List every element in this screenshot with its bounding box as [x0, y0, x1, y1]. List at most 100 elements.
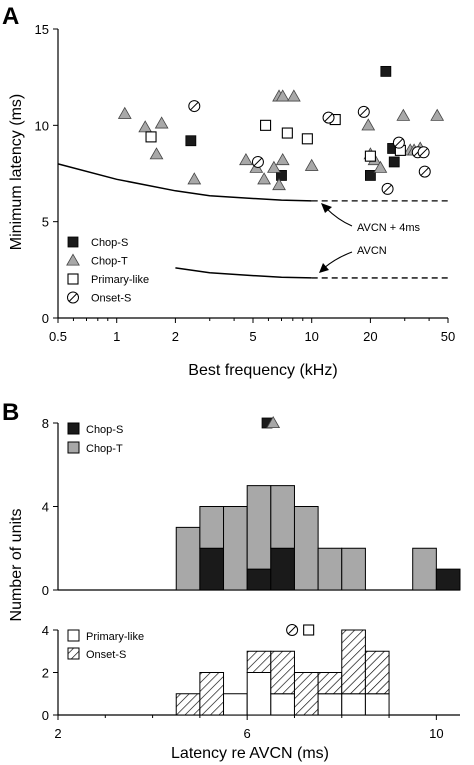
y-tick-label: 0 [42, 583, 49, 598]
data-point-chop-t [275, 153, 290, 166]
histogram-bar-onset-s [293, 672, 319, 716]
x-tick-label: 20 [363, 329, 377, 344]
data-point-primary-like [145, 131, 157, 143]
data-point-onset-s [357, 105, 370, 118]
data-point-onset-s [418, 165, 431, 178]
legend-label: Chop-S [86, 424, 123, 436]
histogram-bar-chop-t [341, 547, 366, 591]
data-point-onset-s-slash [420, 167, 429, 176]
histogram-bar-primary-like [317, 693, 343, 716]
panel-label-a: A [2, 3, 19, 30]
data-point-chop-t [275, 89, 290, 102]
annotation-arrow [323, 251, 353, 269]
legend-marker [67, 236, 79, 248]
histogram-bar-chop-t [246, 485, 272, 570]
mean-marker-primary-like [303, 624, 315, 636]
data-point-chop-s [365, 170, 376, 181]
data-point-primary-like [281, 127, 293, 139]
data-point-primary-like [301, 133, 313, 145]
histogram-bar-primary-like [246, 672, 272, 716]
y-tick-label: 8 [42, 416, 49, 431]
data-point-chop-t [187, 172, 202, 185]
legend-marker-slash [68, 293, 78, 302]
legend-swatch [67, 441, 80, 454]
y-tick-label: 15 [35, 22, 49, 37]
data-point-primary-like [364, 150, 376, 162]
data-point-chop-t [154, 116, 169, 129]
data-point-chop-t [361, 118, 376, 131]
data-point-chop-t [117, 106, 132, 119]
x-tick-label: 10 [429, 726, 443, 741]
legend-marker [67, 291, 79, 304]
annotation-arrowhead [319, 263, 329, 273]
legend-marker [66, 253, 80, 266]
x-tick-label: 1 [113, 329, 120, 344]
histogram-bar-chop-s [435, 568, 461, 591]
annotation-label: AVCN [357, 245, 387, 257]
histogram-bar-primary-like [270, 693, 295, 716]
annotation-label: AVCN + 4ms [357, 222, 421, 234]
x-axis-label: Best frequency (kHz) [188, 362, 337, 379]
data-point-onset-s [251, 155, 264, 168]
legend-label: Chop-T [86, 443, 123, 455]
legend-label: Primary-like [91, 274, 149, 286]
data-point-chop-t [272, 178, 286, 191]
y-tick-label: 5 [42, 215, 49, 230]
histogram-bar-chop-t [175, 526, 201, 591]
legend-label: Primary-like [86, 631, 144, 643]
data-point-onset-s-slash [190, 101, 199, 111]
data-point-onset-s-slash [394, 138, 404, 147]
data-point-chop-t [257, 172, 271, 185]
data-point-chop-s [380, 65, 392, 77]
histogram-bar-onset-s [246, 650, 272, 673]
data-point-chop-t [396, 108, 411, 121]
histogram-bar-chop-t [223, 506, 248, 591]
data-point-chop-s [276, 170, 287, 181]
histogram-bar-onset-s [317, 672, 343, 695]
y-axis-label: Minimum latency (ms) [8, 94, 25, 250]
histogram-bar-primary-like [341, 693, 366, 716]
histogram-bar-chop-t [412, 547, 437, 591]
histogram-bar-primary-like [364, 693, 390, 716]
data-point-onset-s [417, 146, 430, 159]
x-axis-label: Latency re AVCN (ms) [171, 745, 329, 762]
x-tick-label: 10 [304, 329, 318, 344]
data-point-chop-t [138, 120, 153, 133]
data-point-onset-s-slash [324, 113, 333, 122]
data-point-onset-s [381, 182, 394, 195]
data-point-onset-s [322, 111, 335, 124]
x-tick-label: 50 [441, 329, 455, 344]
y-tick-label: 4 [42, 623, 49, 638]
data-point-chop-t [286, 89, 301, 102]
data-point-onset-s [188, 100, 201, 113]
data-point-chop-t [430, 108, 445, 121]
data-point-chop-t [239, 153, 253, 166]
annotation-arrowhead [321, 203, 332, 213]
histogram-bar-onset-s [364, 650, 390, 695]
histogram-bar-chop-s [199, 547, 225, 591]
x-tick-label: 0.5 [49, 329, 67, 344]
data-point-onset-s [392, 136, 405, 149]
y-tick-label: 2 [42, 666, 49, 681]
data-point-onset-s-slash [359, 107, 369, 117]
legend-label: Onset-S [91, 293, 131, 305]
data-point-onset-s-slash [383, 184, 392, 194]
histogram-bar-chop-t [199, 506, 225, 549]
data-point-chop-t [149, 147, 164, 160]
legend-swatch [67, 629, 80, 642]
histogram-bar-primary-like [223, 693, 248, 716]
histogram-bar-chop-t [317, 547, 343, 591]
mean-marker-onset-s-slash [287, 625, 297, 635]
histogram-bar-onset-s [341, 629, 366, 695]
latency-curve [175, 267, 312, 279]
mean-marker-chop-t [266, 415, 281, 429]
legend-swatch [67, 422, 80, 435]
histogram-bar-chop-t [270, 485, 295, 549]
legend-label: Chop-T [91, 256, 128, 268]
data-point-chop-t [304, 158, 319, 171]
data-point-chop-s [388, 156, 400, 168]
histogram-bar-chop-t [293, 506, 319, 591]
y-tick-label: 10 [35, 118, 49, 133]
